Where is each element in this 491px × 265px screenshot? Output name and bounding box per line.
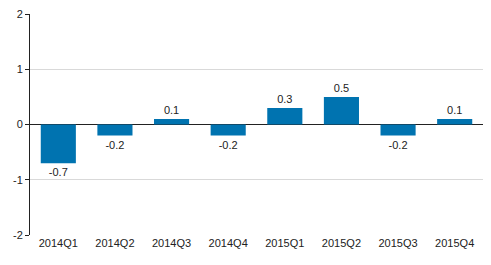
svg-text:2015Q3: 2015Q3 xyxy=(378,237,417,249)
svg-text:2014Q1: 2014Q1 xyxy=(39,237,78,249)
svg-text:2014Q3: 2014Q3 xyxy=(152,237,191,249)
svg-text:2014Q4: 2014Q4 xyxy=(209,237,248,249)
svg-text:-0.2: -0.2 xyxy=(219,139,238,151)
svg-text:2015Q1: 2015Q1 xyxy=(265,237,304,249)
svg-text:0: 0 xyxy=(17,118,23,130)
svg-text:-2: -2 xyxy=(13,229,23,241)
svg-text:2015Q4: 2015Q4 xyxy=(435,237,474,249)
svg-text:0.3: 0.3 xyxy=(277,93,292,105)
svg-text:0.5: 0.5 xyxy=(334,82,349,94)
svg-text:-0.2: -0.2 xyxy=(105,139,124,151)
svg-text:-0.7: -0.7 xyxy=(49,166,68,178)
svg-text:2014Q2: 2014Q2 xyxy=(95,237,134,249)
svg-text:1: 1 xyxy=(17,63,23,75)
svg-text:0.1: 0.1 xyxy=(447,104,462,116)
svg-text:0.1: 0.1 xyxy=(164,104,179,116)
svg-text:-1: -1 xyxy=(13,174,23,186)
svg-text:-0.2: -0.2 xyxy=(389,139,408,151)
svg-text:2015Q2: 2015Q2 xyxy=(322,237,361,249)
svg-text:2: 2 xyxy=(17,8,23,20)
